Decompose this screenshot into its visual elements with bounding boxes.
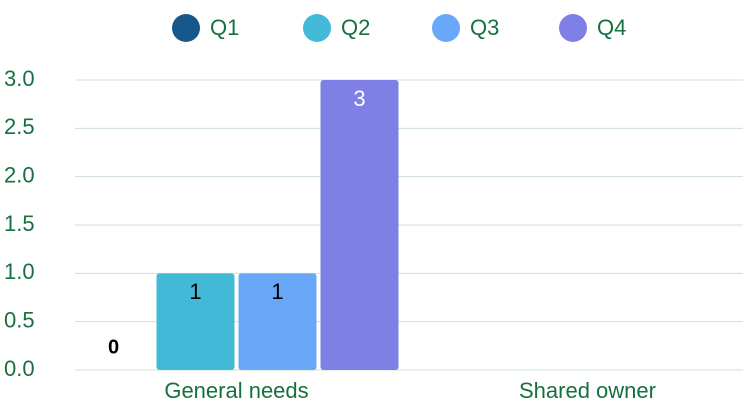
y-tick-label: 0.0 (4, 356, 35, 381)
bar (238, 273, 317, 370)
legend-swatch (559, 14, 587, 42)
y-tick-label: 0.5 (4, 307, 35, 332)
legend-swatch (172, 14, 200, 42)
bar (156, 273, 235, 370)
data-label: 1 (271, 279, 283, 304)
y-tick-label: 2.0 (4, 162, 35, 187)
y-tick-label: 1.5 (4, 211, 35, 236)
data-label: 0 (108, 336, 119, 358)
legend-swatch (303, 14, 331, 42)
y-tick-label: 1.0 (4, 259, 35, 284)
legend-label: Q2 (341, 15, 370, 40)
x-tick-label: Shared owner (519, 378, 656, 403)
y-tick-label: 3.0 (4, 66, 35, 91)
legend-swatch (432, 14, 460, 42)
data-label: 3 (353, 86, 365, 111)
legend-label: Q1 (210, 15, 239, 40)
legend-label: Q3 (470, 15, 499, 40)
bar (320, 80, 399, 370)
data-label: 1 (189, 279, 201, 304)
x-tick-label: General needs (164, 378, 308, 403)
y-tick-label: 2.5 (4, 114, 35, 139)
legend-label: Q4 (597, 15, 626, 40)
